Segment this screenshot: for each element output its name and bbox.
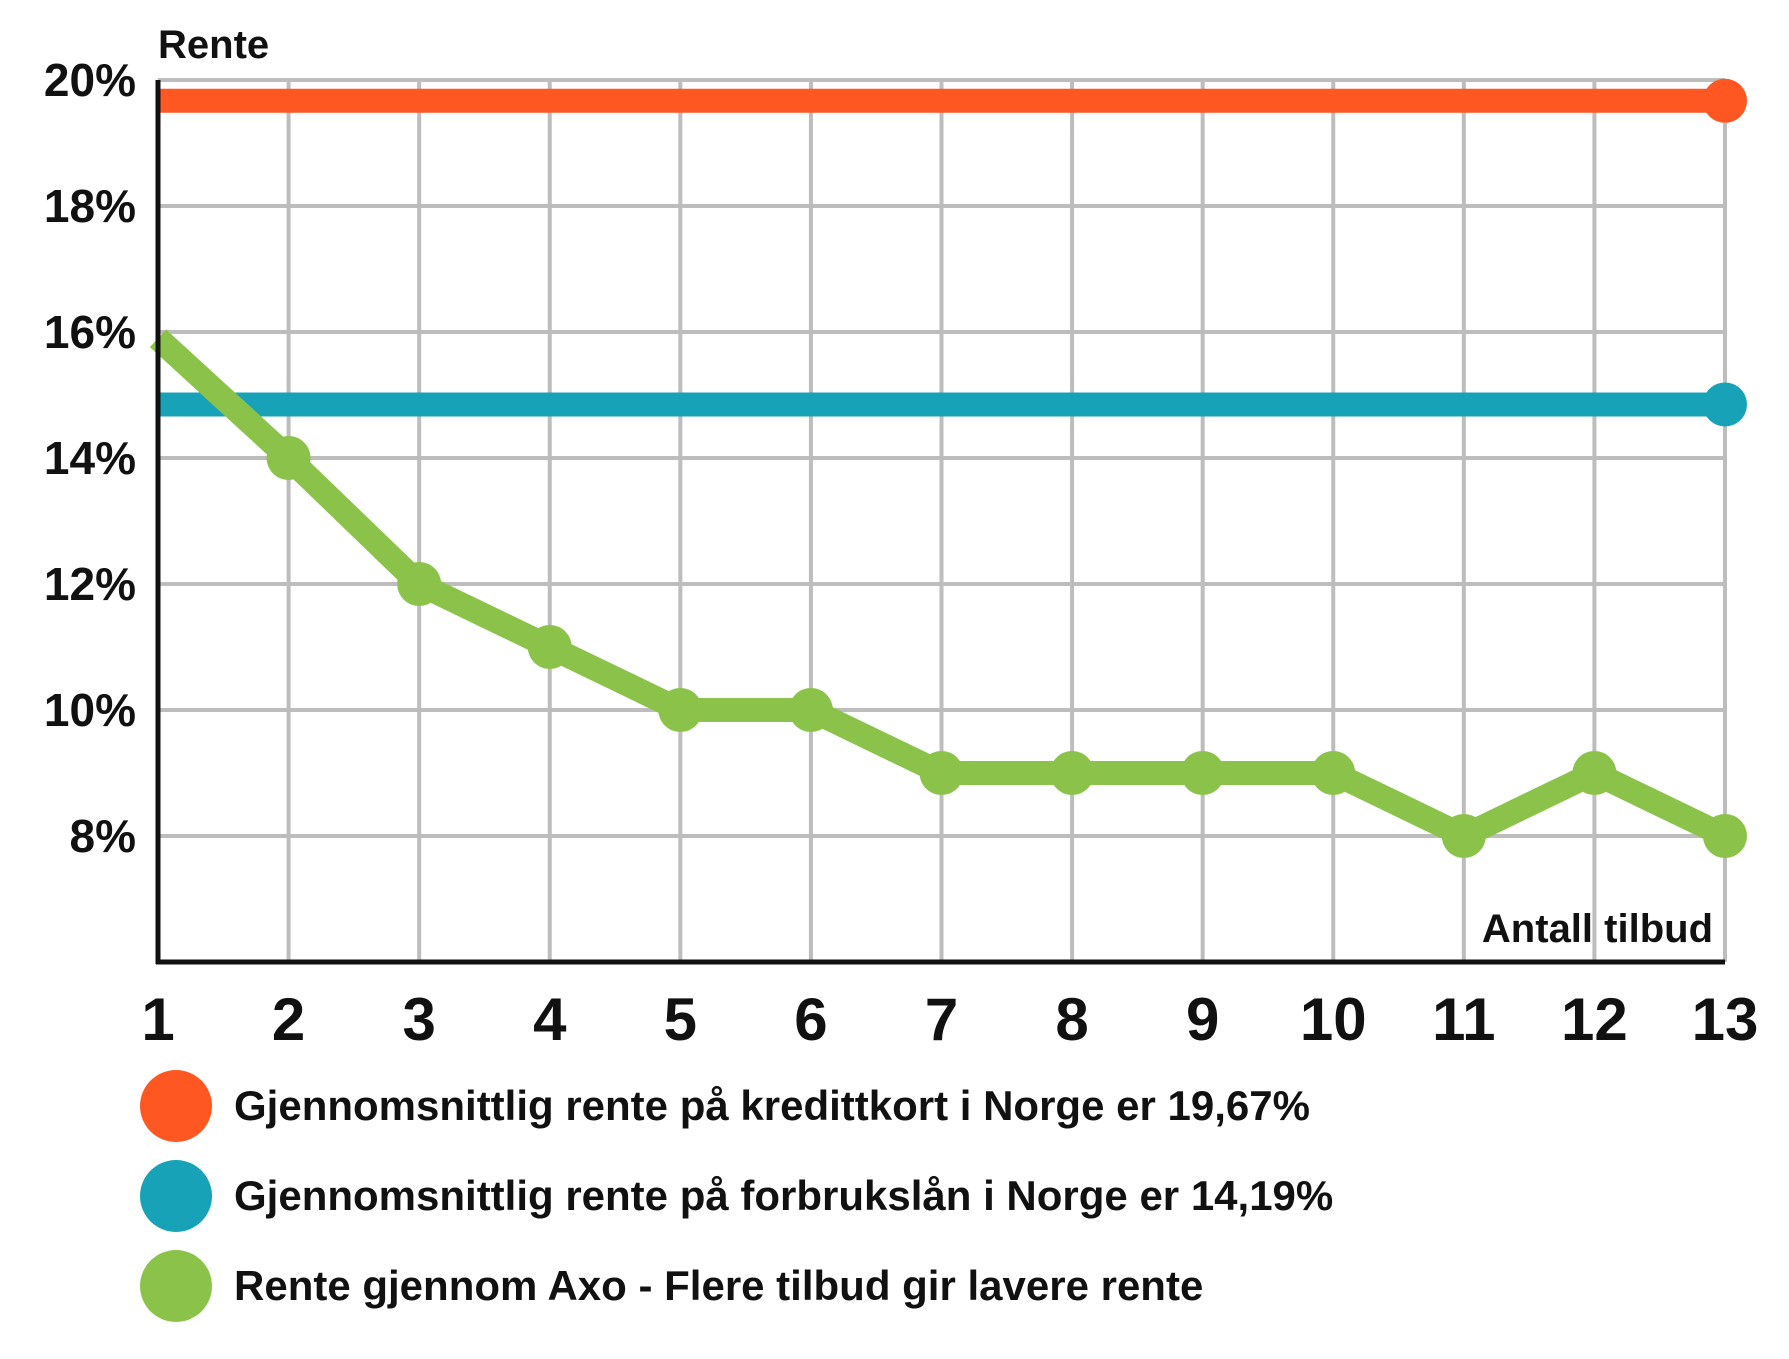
x-tick-label: 8: [1055, 986, 1088, 1053]
point-axo-7: [919, 751, 964, 795]
y-tick-label: 16%: [44, 306, 136, 358]
y-tick-label: 12%: [44, 558, 136, 610]
x-tick-label: 1: [141, 986, 174, 1053]
x-tick-label: 11: [1432, 986, 1495, 1053]
point-consumer-13: [1703, 382, 1747, 427]
point-axo-10: [1311, 751, 1356, 795]
legend-swatch-axo: [140, 1250, 212, 1322]
point-axo-13: [1703, 814, 1747, 858]
x-tick-label: 6: [794, 986, 827, 1053]
point-axo-5: [658, 688, 703, 732]
line-chart: 8%10%12%14%16%18%20%1 2 3 4 5 6 7 8 9 10 11 12 13 Re…: [44, 23, 1758, 1053]
x-tick-label: 4: [533, 986, 567, 1053]
point-axo-2: [266, 436, 311, 480]
x-tick-label: 9: [1186, 986, 1219, 1053]
point-axo-3: [397, 562, 442, 606]
point-axo-6: [788, 688, 833, 732]
y-axis-title: Rente: [158, 23, 269, 67]
legend-swatch-credit-card: [140, 1070, 212, 1142]
point-axo-4: [527, 625, 572, 669]
legend-label-consumer-loan: Gjennomsnittlig rente på forbrukslån i N…: [234, 1172, 1334, 1219]
axes: [155, 80, 1725, 965]
y-tick-label: 10%: [44, 684, 136, 736]
legend-swatch-consumer-loan: [140, 1160, 212, 1232]
point-axo-9: [1180, 751, 1225, 795]
x-tick-label: 13: [1692, 986, 1759, 1053]
x-tick-label: 7: [925, 986, 958, 1053]
y-tick-label: 18%: [44, 180, 136, 232]
y-tick-label: 8%: [70, 810, 136, 862]
series-layer: [149, 78, 1747, 858]
x-tick-label: 12: [1561, 986, 1628, 1053]
x-axis-title: Antall tilbud: [1482, 907, 1713, 951]
point-axo-8: [1050, 751, 1095, 795]
point-axo-11: [1441, 814, 1486, 858]
legend-item-credit-card: Gjennomsnittlig rente på kredittkort i N…: [140, 1070, 1333, 1142]
legend-item-consumer-loan: Gjennomsnittlig rente på forbrukslån i N…: [140, 1160, 1333, 1232]
y-tick-label: 20%: [44, 54, 136, 106]
legend-item-axo: Rente gjennom Axo - Flere tilbud gir lav…: [140, 1250, 1333, 1322]
y-tick-label: 14%: [44, 432, 136, 484]
legend: Gjennomsnittlig rente på kredittkort i N…: [140, 1070, 1333, 1340]
legend-label-credit-card: Gjennomsnittlig rente på kredittkort i N…: [234, 1082, 1310, 1129]
x-tick-label: 2: [272, 986, 305, 1053]
x-tick-label: 10: [1300, 986, 1367, 1053]
legend-label-axo: Rente gjennom Axo - Flere tilbud gir lav…: [234, 1262, 1204, 1309]
x-tick-label: 5: [664, 986, 697, 1053]
tick-labels: 8%10%12%14%16%18%20%1 2 3 4 5 6 7 8 9 10 11 12 13: [44, 54, 1758, 1053]
point-axo-12: [1572, 751, 1617, 795]
point-credit-13: [1703, 78, 1747, 123]
x-tick-label: 3: [402, 986, 435, 1053]
